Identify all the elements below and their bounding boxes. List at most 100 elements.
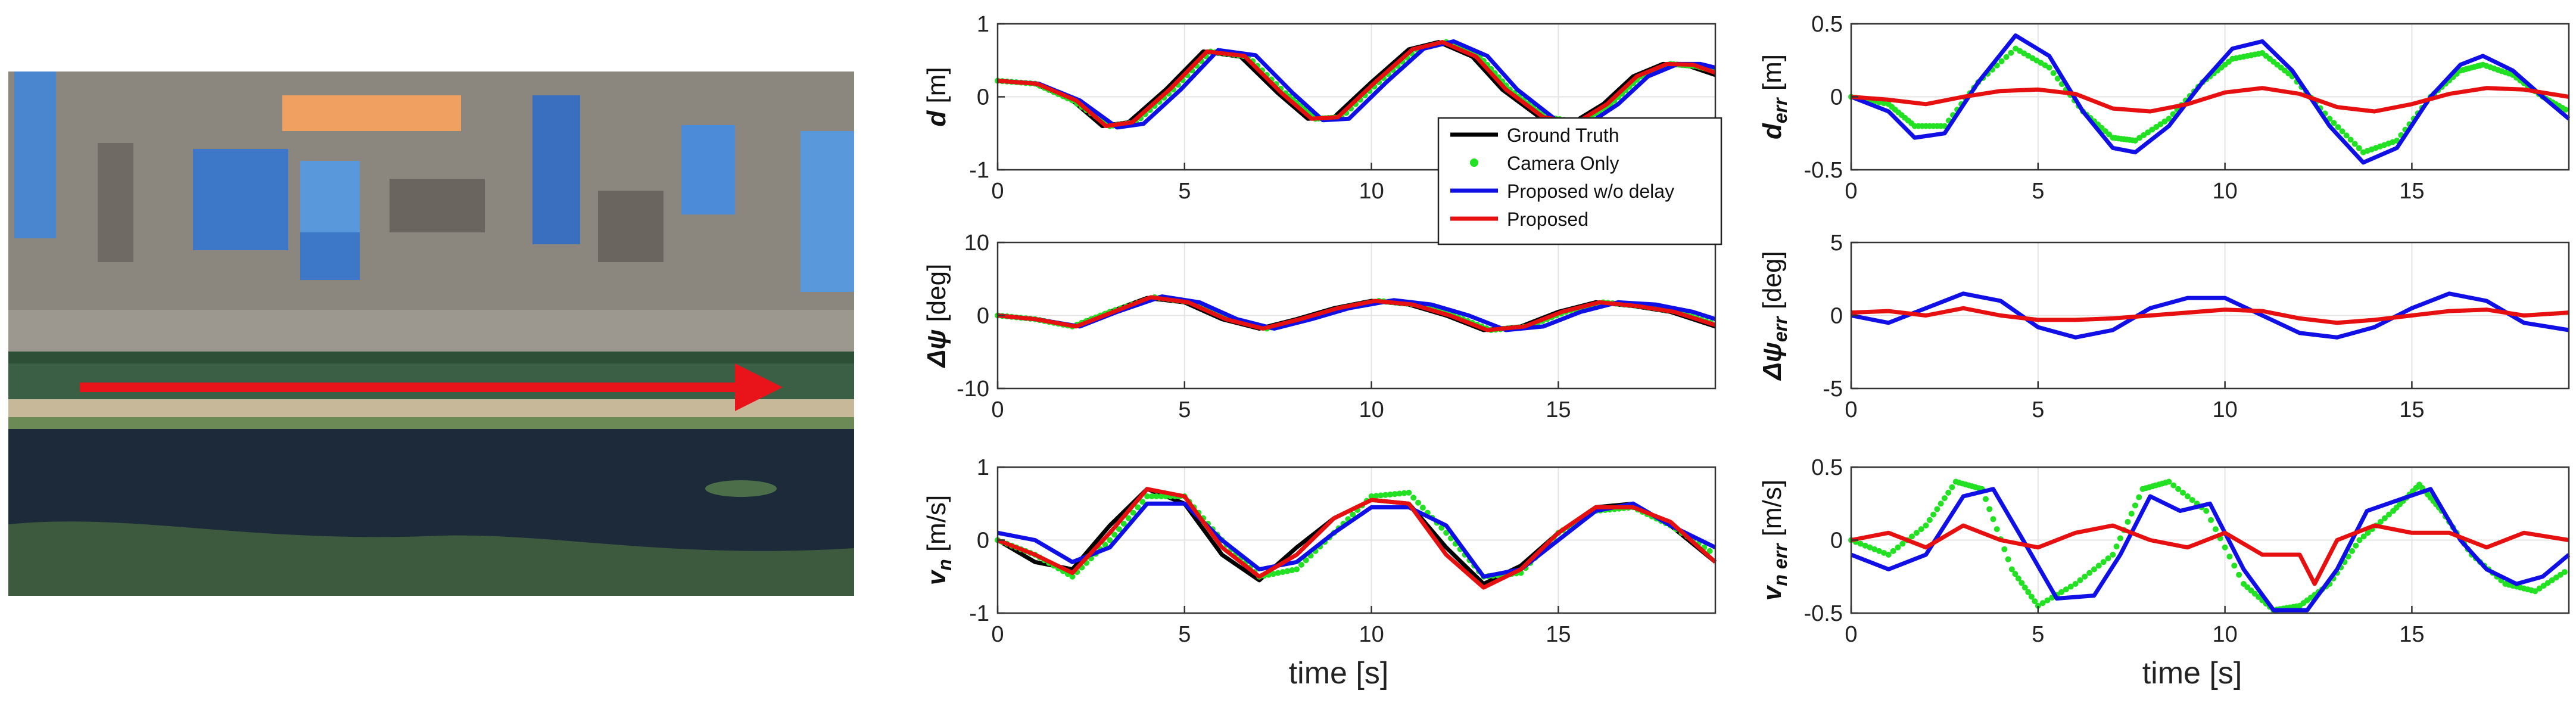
data-point [2365,530,2371,536]
data-point [2067,583,2074,590]
series-proposed-w-o-delay [997,501,1717,579]
data-point [1923,523,1929,528]
data-point [1107,537,1113,543]
x-tick-label: 10 [1359,179,1384,204]
series-proposed-w-o-delay [1851,291,2569,340]
panel-vn_err: 0 5 10 15-0.500.5vn err [m/s]time [s] [1758,455,2571,691]
data-point [1857,540,1864,547]
data-point [1135,504,1141,511]
data-point [1270,571,1276,577]
data-point [1876,548,1883,554]
y-tick-label: 1 [977,455,989,480]
data-point [2351,141,2358,147]
y-tick-label: -10 [957,377,989,402]
data-point [1895,544,1901,551]
data-point [2170,482,2177,489]
data-point [2345,554,2351,560]
x-tick-label: 5 [2032,622,2044,647]
data-point [1938,500,1944,507]
data-point [2561,569,2568,576]
data-point [1993,526,2000,533]
data-point [1934,506,1940,512]
data-point [1908,533,1915,540]
data-point [2377,518,2384,525]
x-tick-label: 15 [1546,397,1571,422]
data-point [2236,571,2242,578]
y-axis-label: vn err [m/s] [1758,480,1791,601]
data-point [1862,542,1868,549]
data-point [2562,106,2569,113]
y-axis-label: derr [m] [1758,54,1791,139]
data-point [2212,526,2219,533]
y-tick-label: 1 [977,12,989,37]
data-point [2050,70,2057,76]
data-point [2536,585,2543,592]
data-point [2117,535,2123,542]
data-point [2348,548,2355,554]
data-point [1406,489,1412,496]
data-point [2028,593,2035,600]
data-point [1158,493,1164,499]
legend-label: Ground Truth [1507,125,1619,146]
data-point [1387,491,1393,498]
x-tick-label: 15 [2399,179,2424,204]
data-point [1890,548,1896,554]
data-point [1125,515,1132,521]
data-point [1298,561,1304,568]
data-point [2203,508,2210,514]
y-tick-label: 10 [964,231,989,256]
data-point [2046,64,2052,71]
data-point [2339,128,2346,135]
data-point [2063,586,2069,593]
y-tick-label: 0.5 [1811,12,1843,37]
legend-marker [1470,158,1478,167]
data-point [1111,531,1118,538]
data-point [1391,491,1398,498]
y-tick-label: 0 [1830,304,1843,329]
data-point [1401,490,1407,496]
data-point [2001,546,2008,552]
data-point [1930,511,1937,518]
data-point [2082,573,2088,580]
data-point [1284,568,1291,574]
data-point [2077,577,2083,583]
series-proposed [997,295,1717,332]
data-point [1926,517,1933,523]
data-point [2113,543,2120,550]
data-point [2553,574,2559,581]
data-point [2184,493,2191,499]
data-point [2054,75,2061,82]
x-tick-label: 0 [991,179,1004,204]
y-tick-label: -1 [969,158,989,183]
data-point [2136,135,2143,141]
data-point [2132,138,2138,144]
data-point [2091,566,2097,573]
x-tick-label: 0 [991,622,1004,647]
data-point [2128,511,2135,517]
y-tick-label: 0 [977,85,989,110]
x-tick-label: 10 [2212,622,2237,647]
legend-label: Camera Only [1507,153,1619,174]
y-tick-label: 0 [1830,85,1843,110]
data-point [1120,520,1127,527]
data-point [2343,132,2350,139]
data-point [2353,542,2359,549]
data-point [1130,509,1136,516]
data-point [2331,120,2337,126]
data-point [1913,530,1920,536]
data-point [2125,518,2131,525]
series-proposed [1851,523,2569,586]
data-point [2222,544,2228,551]
aerial-photo [8,71,854,596]
aerial-photo-graphic [8,71,854,596]
data-point [1410,495,1417,501]
data-point [1373,493,1379,499]
data-point [2019,580,2025,586]
y-axis-label: d [m] [922,67,951,126]
data-point [1982,496,1989,502]
y-axis-label: Δψerr [deg] [1758,251,1791,381]
data-point [2166,478,2172,485]
